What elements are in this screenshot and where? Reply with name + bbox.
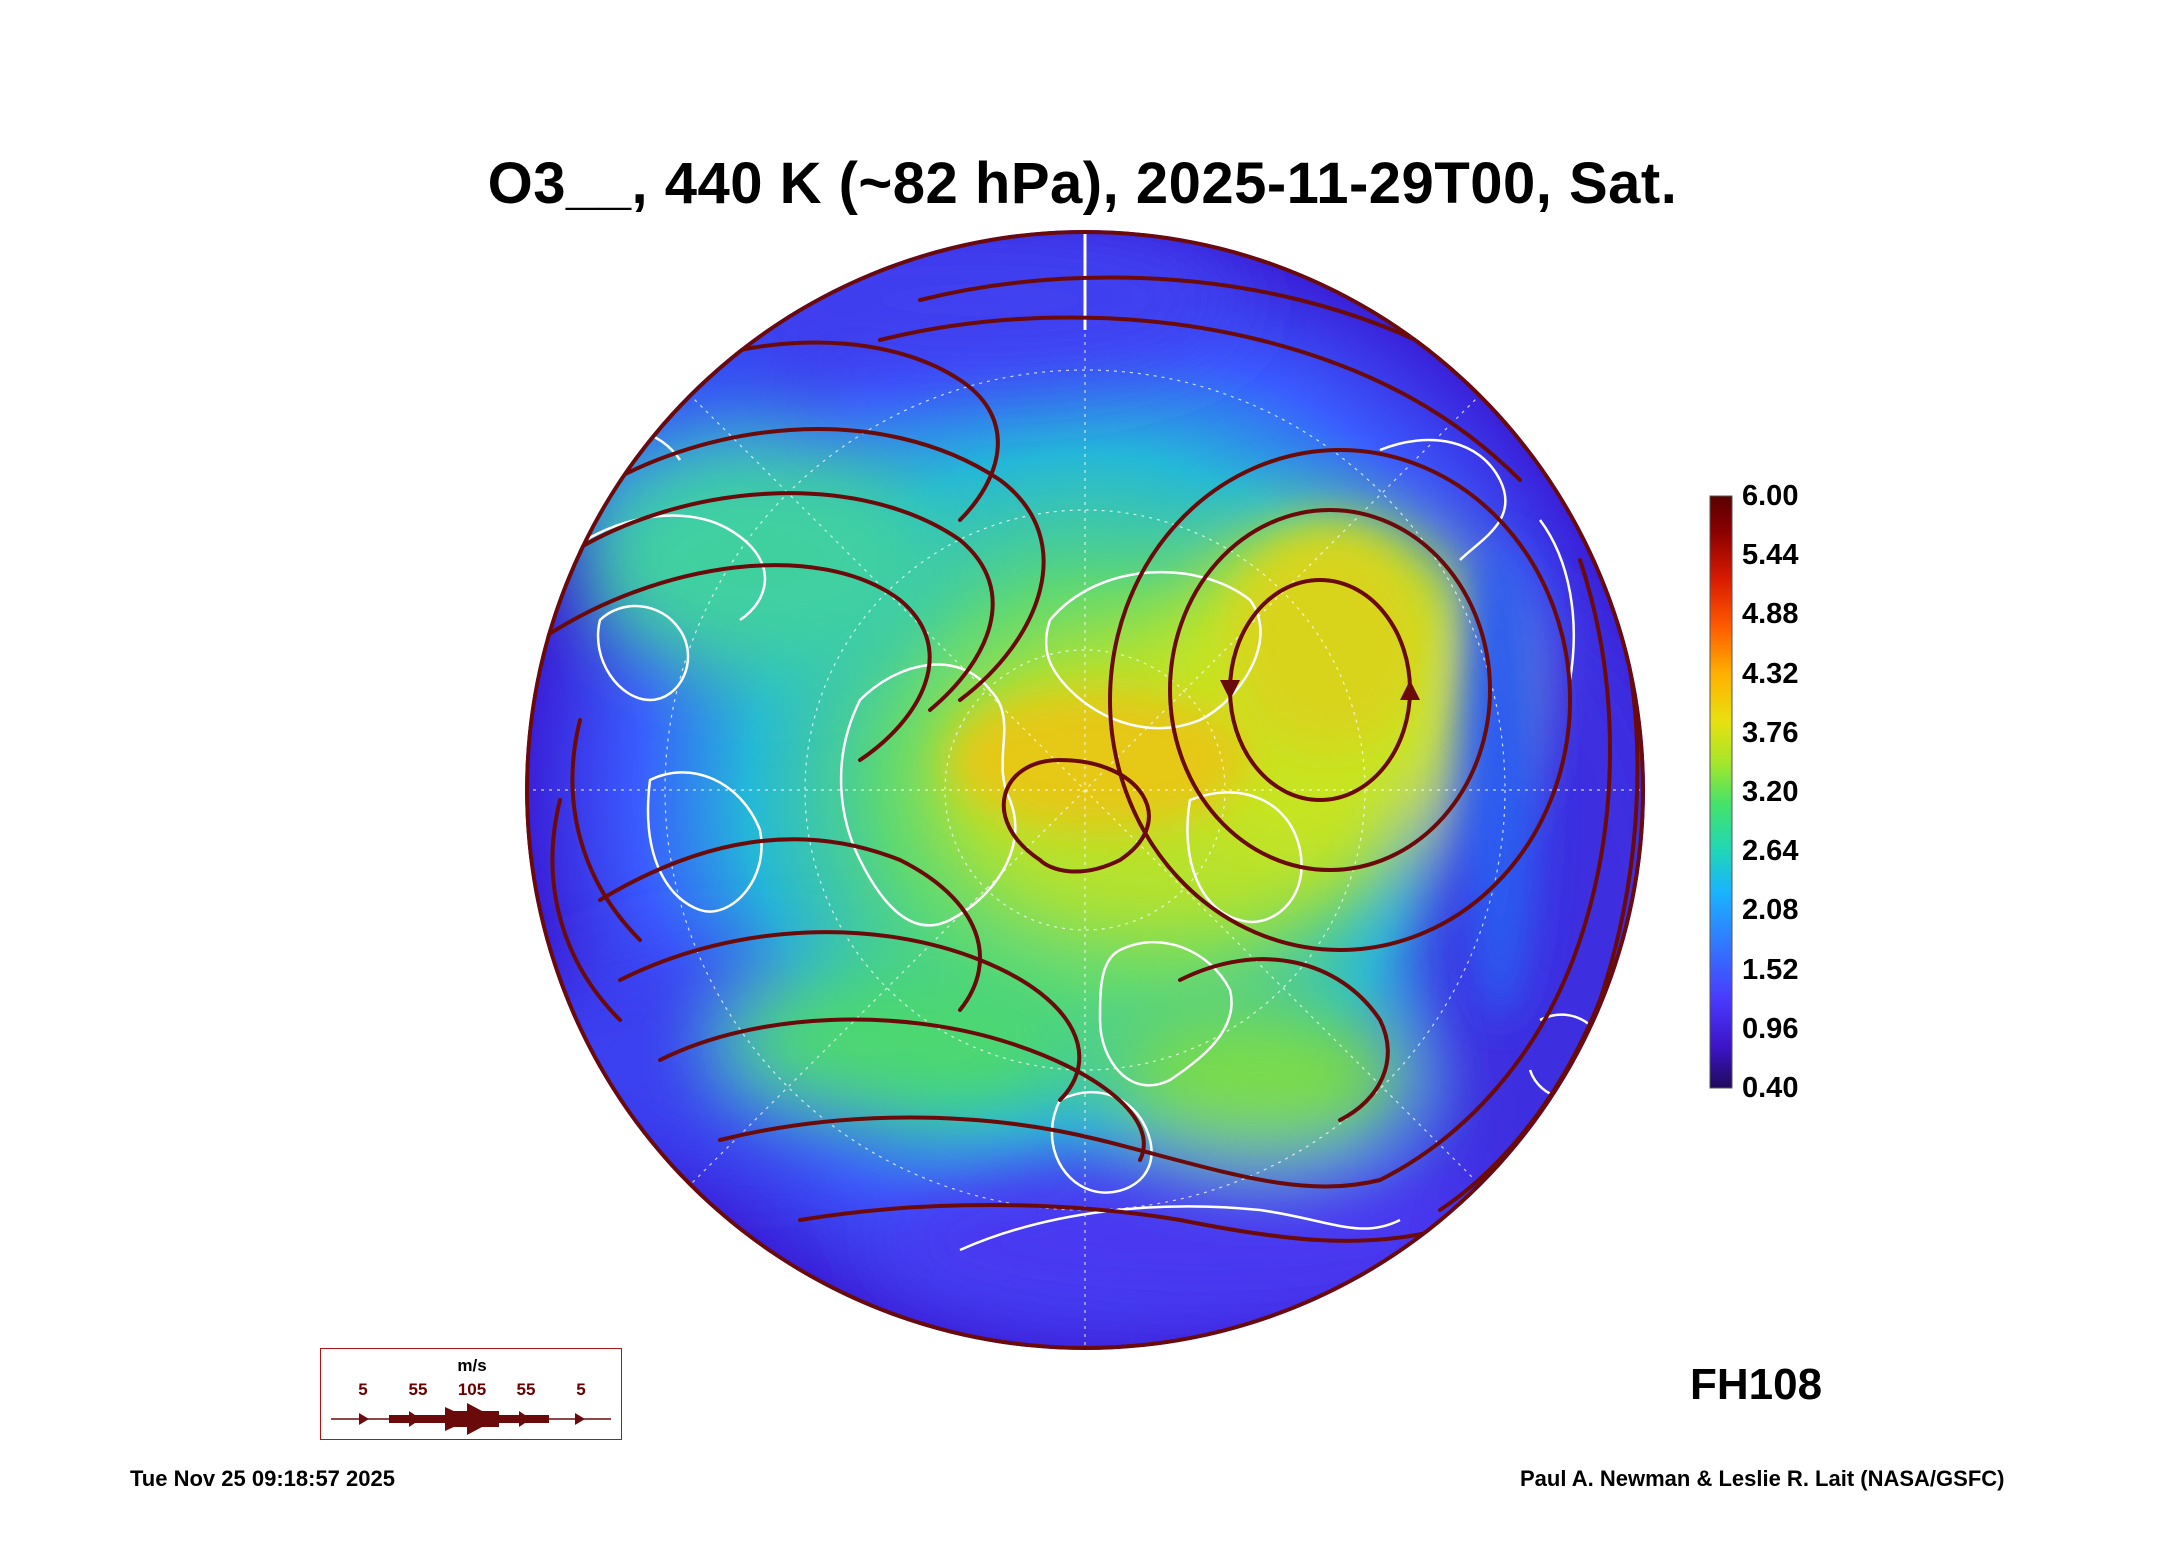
wind-legend-speed-0: 5 [358, 1380, 368, 1399]
colorbar [1709, 495, 1733, 1089]
credit-line: Paul A. Newman & Leslie R. Lait (NASA/GS… [1520, 1466, 2005, 1491]
colorbar-tick-label: 0.96 [1742, 1012, 1799, 1045]
colorbar-tick-label: 2.64 [1742, 835, 1799, 868]
ozone-field [525, 230, 1645, 1350]
colorbar-tick-label: 5.44 [1742, 539, 1799, 572]
colorbar-tick-label: 4.32 [1742, 657, 1799, 690]
colorbar-tick-label: 2.08 [1742, 894, 1799, 927]
wind-legend-speed-2: 105 [457, 1380, 487, 1399]
forecast-hour-label: FH108 [1690, 1360, 1823, 1409]
map-border [525, 230, 1645, 1350]
graticule [525, 230, 1645, 1350]
colorbar-tick-label: 6.00 [1742, 480, 1799, 512]
wind-legend-unit: m/s [457, 1356, 487, 1375]
wind-legend-arrow [331, 1403, 611, 1435]
plot-title: O3__, 440 K (~82 hPa), 2025-11-29T00, Sa… [487, 151, 1678, 216]
wind-legend-speed-4: 5 [576, 1380, 586, 1399]
colorbar-tick-label: 0.40 [1742, 1072, 1799, 1104]
wind-legend-speed-1: 55 [408, 1380, 428, 1399]
colorbar-tick-label: 1.52 [1742, 953, 1799, 986]
colorbar-tick-label: 3.20 [1742, 776, 1799, 808]
wind-speed-legend: m/s 5 55 105 55 5 [320, 1348, 622, 1440]
colorbar-tick-label: 4.88 [1742, 598, 1799, 631]
wind-legend-speed-3: 55 [516, 1380, 536, 1399]
timestamp: Tue Nov 25 09:18:57 2025 [130, 1466, 395, 1491]
colorbar-tick-label: 3.76 [1742, 716, 1799, 749]
